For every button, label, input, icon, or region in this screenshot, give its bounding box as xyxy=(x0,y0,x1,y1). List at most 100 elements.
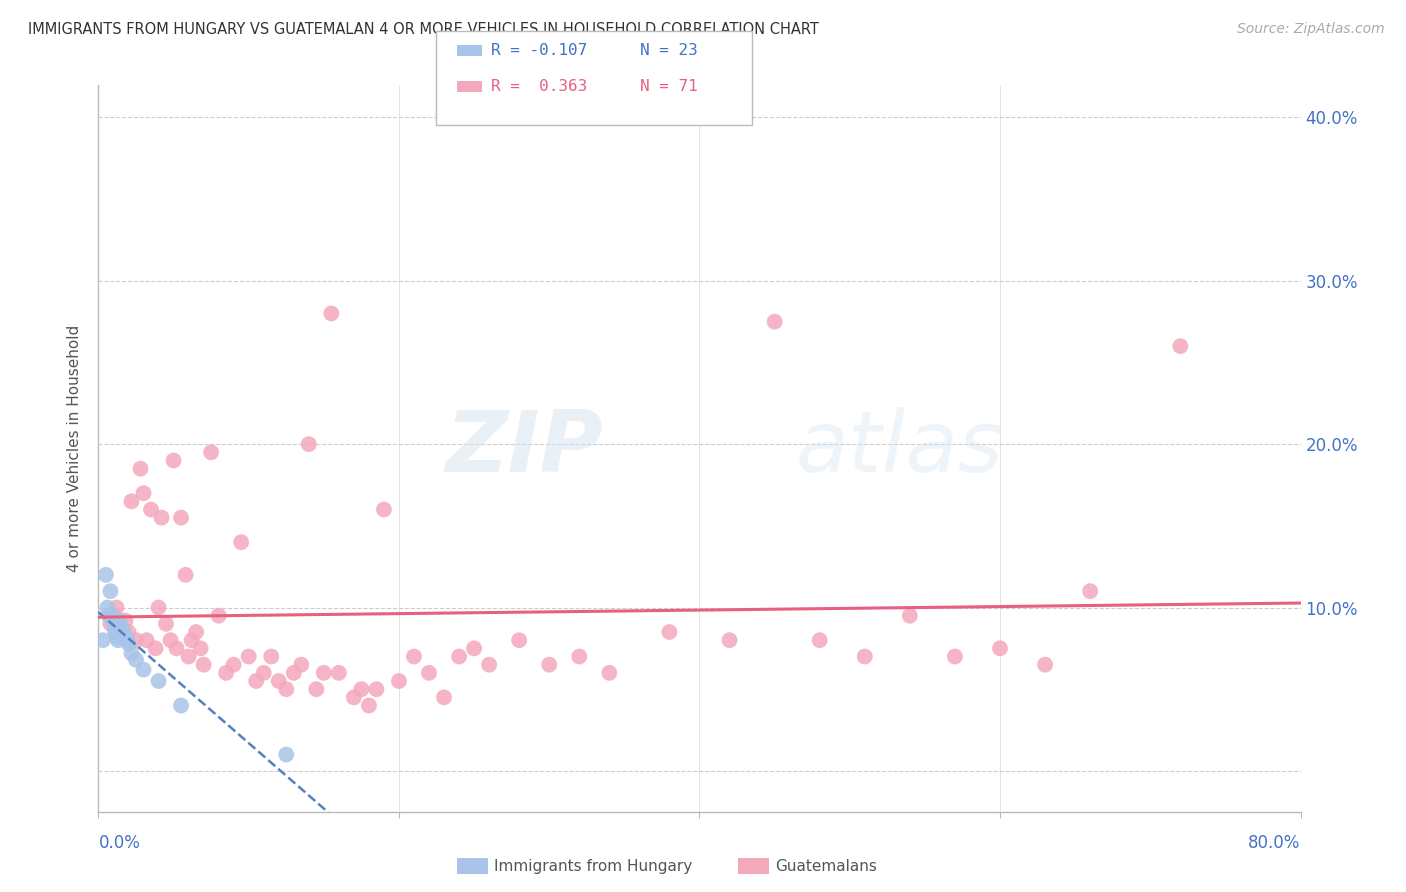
Point xyxy=(115,633,138,648)
Point xyxy=(110,620,132,634)
Point xyxy=(91,633,114,648)
Point xyxy=(290,657,312,672)
Point xyxy=(200,445,222,459)
Text: atlas: atlas xyxy=(796,407,1004,490)
Point xyxy=(245,673,267,688)
Text: Immigrants from Hungary: Immigrants from Hungary xyxy=(494,859,692,873)
Point xyxy=(433,690,456,705)
Point xyxy=(170,698,193,713)
Point xyxy=(117,636,139,650)
Point xyxy=(108,614,131,628)
Point xyxy=(111,624,134,638)
Text: ZIP: ZIP xyxy=(446,407,603,490)
Point xyxy=(180,633,202,648)
Point xyxy=(145,641,167,656)
Point xyxy=(343,690,366,705)
Point xyxy=(943,649,966,664)
Point xyxy=(253,665,276,680)
Point xyxy=(215,665,238,680)
Point xyxy=(100,616,122,631)
Point xyxy=(97,608,120,623)
Point xyxy=(231,535,253,549)
Point xyxy=(107,633,129,648)
Text: Guatemalans: Guatemalans xyxy=(775,859,876,873)
Point xyxy=(148,673,170,688)
Point xyxy=(117,625,139,640)
Point xyxy=(129,461,152,475)
Point xyxy=(190,641,212,656)
Point xyxy=(238,649,260,664)
Point xyxy=(447,649,470,664)
Point xyxy=(276,682,298,697)
Point xyxy=(125,633,148,648)
Point xyxy=(114,614,136,628)
Point xyxy=(478,657,501,672)
Point xyxy=(208,608,231,623)
Point xyxy=(114,630,136,644)
Text: N = 23: N = 23 xyxy=(640,44,697,58)
Point xyxy=(305,682,328,697)
Point xyxy=(103,608,125,623)
Point xyxy=(763,315,786,329)
Point xyxy=(388,673,411,688)
Point xyxy=(105,630,128,644)
Point xyxy=(988,641,1011,656)
Text: 0.0%: 0.0% xyxy=(98,834,141,852)
Point xyxy=(121,494,143,508)
Point xyxy=(538,657,561,672)
Point xyxy=(170,510,193,524)
Point xyxy=(159,633,181,648)
Point xyxy=(658,625,681,640)
Text: Source: ZipAtlas.com: Source: ZipAtlas.com xyxy=(1237,22,1385,37)
Point xyxy=(125,653,148,667)
Point xyxy=(139,502,162,516)
Point xyxy=(1078,584,1101,599)
Point xyxy=(132,486,155,500)
Point xyxy=(283,665,305,680)
Point xyxy=(110,620,132,634)
Point xyxy=(1170,339,1192,353)
Point xyxy=(101,608,124,623)
Point xyxy=(104,625,127,640)
Point xyxy=(328,665,350,680)
Point xyxy=(267,673,290,688)
Point xyxy=(155,616,177,631)
Point xyxy=(402,649,425,664)
Point xyxy=(162,453,184,467)
Point xyxy=(96,600,118,615)
Y-axis label: 4 or more Vehicles in Household: 4 or more Vehicles in Household xyxy=(67,325,83,572)
Point xyxy=(121,646,143,660)
Point xyxy=(174,567,197,582)
Point xyxy=(598,665,620,680)
Point xyxy=(321,306,343,320)
Point xyxy=(1033,657,1056,672)
Point xyxy=(135,633,157,648)
Point xyxy=(463,641,485,656)
Point xyxy=(150,510,173,524)
Point xyxy=(808,633,831,648)
Point xyxy=(177,649,200,664)
Point xyxy=(105,600,128,615)
Point xyxy=(112,626,135,640)
Point xyxy=(853,649,876,664)
Point xyxy=(508,633,530,648)
Point xyxy=(418,665,440,680)
Point xyxy=(350,682,373,697)
Point xyxy=(148,600,170,615)
Point xyxy=(366,682,388,697)
Point xyxy=(718,633,741,648)
Point xyxy=(312,665,335,680)
Point xyxy=(193,657,215,672)
Point xyxy=(260,649,283,664)
Point xyxy=(298,437,321,451)
Point xyxy=(100,584,122,599)
Text: IMMIGRANTS FROM HUNGARY VS GUATEMALAN 4 OR MORE VEHICLES IN HOUSEHOLD CORRELATIO: IMMIGRANTS FROM HUNGARY VS GUATEMALAN 4 … xyxy=(28,22,818,37)
Point xyxy=(166,641,188,656)
Point xyxy=(373,502,395,516)
Point xyxy=(357,698,380,713)
Text: 80.0%: 80.0% xyxy=(1249,834,1301,852)
Point xyxy=(184,625,207,640)
Point xyxy=(898,608,921,623)
Text: R = -0.107: R = -0.107 xyxy=(491,44,586,58)
Point xyxy=(568,649,591,664)
